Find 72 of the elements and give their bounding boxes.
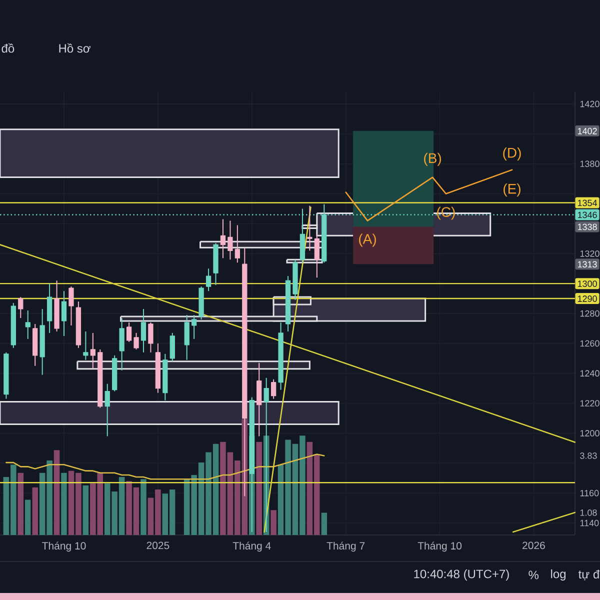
annotation: 1338 <box>578 224 597 230</box>
bar <box>140 479 146 535</box>
candlestick <box>126 322 132 342</box>
y-tick-label: 1420 <box>580 100 600 108</box>
y-tick-label: 1380 <box>580 160 600 168</box>
bar <box>278 464 284 535</box>
bar <box>270 510 276 535</box>
candlestick <box>68 286 74 326</box>
candlestick <box>264 377 269 533</box>
bar <box>321 512 328 535</box>
x-tick-label: Tháng 4 <box>232 542 271 552</box>
bar <box>61 472 67 535</box>
candlestick <box>90 332 96 370</box>
x-tick-label: 2025 <box>146 542 170 550</box>
x-tick-label: Tháng 10 <box>418 542 462 552</box>
candlestick <box>314 234 320 278</box>
text: % <box>528 570 539 580</box>
y-tick-label: 1260 <box>580 340 600 347</box>
candlestick <box>184 314 190 360</box>
y-tick-label: 1220 <box>580 400 600 406</box>
bar <box>32 487 38 535</box>
text: đồ <box>2 43 14 53</box>
annotation: (B) <box>424 152 441 166</box>
candlestick <box>46 283 52 334</box>
candlestick <box>270 378 276 400</box>
text: tự đ <box>578 570 600 580</box>
ref-line-label: 1290 <box>578 296 597 302</box>
candlestick <box>206 268 212 292</box>
candlestick <box>134 332 139 350</box>
y-tick-label: 1200 <box>580 430 600 436</box>
bar <box>54 450 60 535</box>
y-tick-label: 1280 <box>580 310 600 317</box>
text: 10:40:48 (UTC+7) <box>414 569 509 581</box>
candlestick <box>104 383 110 437</box>
candlestick <box>119 317 124 371</box>
text: log <box>551 569 566 581</box>
bar <box>18 472 24 535</box>
candlestick <box>83 330 88 360</box>
y2-tick-label: 3.83 <box>580 452 597 459</box>
x-tick-label: Tháng 10 <box>42 542 86 552</box>
bar <box>24 500 31 535</box>
y-tick-label: 1160 <box>580 490 599 496</box>
candlestick <box>220 218 226 259</box>
annotation: (D) <box>503 147 521 161</box>
candlestick <box>25 310 30 340</box>
ref-line-label: 1300 <box>578 280 597 287</box>
candlestick <box>140 308 146 353</box>
x-tick-label: 2026 <box>522 542 545 550</box>
candlestick <box>148 322 154 353</box>
candlestick <box>307 205 312 252</box>
candlestick <box>234 224 240 264</box>
annotation: 1313 <box>578 261 597 268</box>
annotation: (E) <box>504 183 520 197</box>
y2-tick-label: 1.08 <box>580 509 597 516</box>
y-tick-label: 1240 <box>580 370 600 377</box>
candlestick <box>18 296 24 318</box>
candlestick <box>170 332 175 362</box>
bar <box>212 444 219 535</box>
candlestick <box>192 314 197 340</box>
y-tick-label: 1320 <box>580 250 600 257</box>
text: Hồ sơ <box>59 43 90 53</box>
candlestick <box>256 362 262 437</box>
annotation: 1402 <box>578 128 597 134</box>
candlestick <box>228 220 233 260</box>
x-tick-label: Tháng 7 <box>326 542 365 552</box>
ref-line-label: 1354 <box>578 200 598 206</box>
candlestick <box>61 290 67 336</box>
ref-line-label: 1346 <box>578 212 597 218</box>
y-tick-label: 1140 <box>580 520 599 526</box>
annotation: (A) <box>359 234 376 247</box>
bar <box>82 485 89 535</box>
bar <box>256 442 262 535</box>
